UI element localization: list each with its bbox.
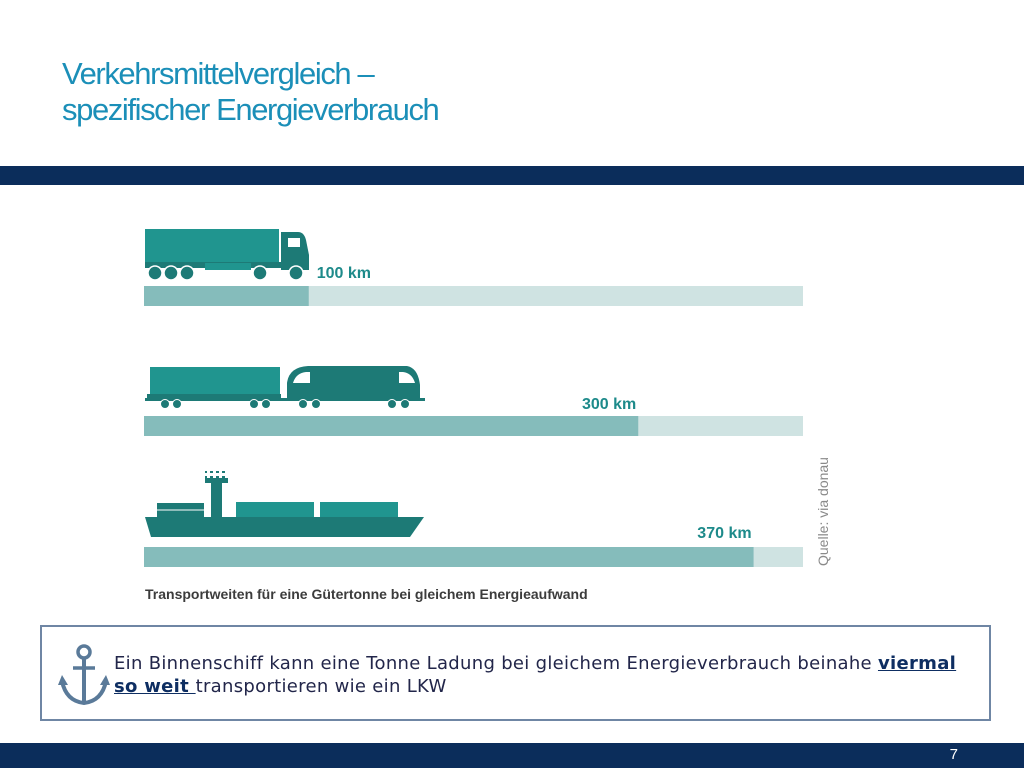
note-text-end: transportieren wie ein LKW (195, 676, 447, 697)
note-highlight: viermal so weit (114, 653, 957, 697)
value-label: 100 km (317, 265, 371, 282)
transport-chart: 100 km 300 km 370 km Transportweiten für e… (144, 229, 831, 602)
page-number: 7 (949, 746, 958, 763)
slide-title-line1: Verkehrsmittelvergleich – (62, 56, 375, 91)
bar-binnenschiff (144, 547, 754, 567)
anchor-icon (58, 644, 110, 706)
bar-bahn (144, 416, 639, 436)
slide-title: Verkehrsmittelvergleich – spezifischer E… (62, 56, 762, 128)
source-note: Quelle: via donau (815, 457, 831, 566)
train-icon (145, 366, 425, 409)
chart-caption: Transportweiten für eine Gütertonne bei … (145, 586, 588, 602)
note-text-start: Ein Binnenschiff kann eine Tonne Ladung … (114, 653, 878, 674)
truck-icon (145, 229, 309, 281)
info-note: Ein Binnenschiff kann eine Tonne Ladung … (40, 625, 991, 721)
slide-title-line2: spezifischer Energieverbrauch (62, 92, 440, 127)
value-label: 300 km (582, 396, 636, 413)
top-band (0, 166, 1024, 185)
bar-lkw (144, 286, 309, 306)
value-label: 370 km (697, 525, 751, 542)
ship-icon (145, 470, 424, 537)
bottom-band (0, 743, 1024, 768)
note-text: Ein Binnenschiff kann eine Tonne Ladung … (114, 652, 974, 698)
